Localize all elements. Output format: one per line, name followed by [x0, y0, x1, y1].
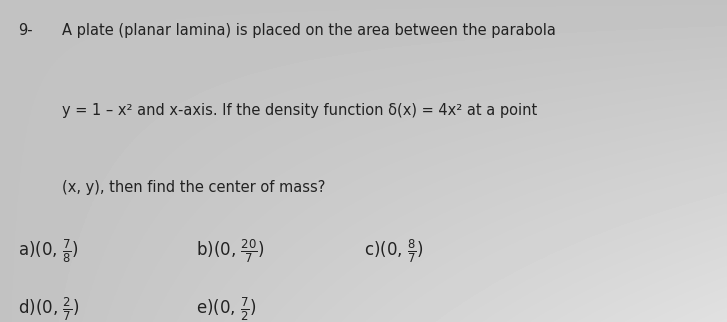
Text: y = 1 – x² and x-axis. If the density function δ(x) = 4x² at a point: y = 1 – x² and x-axis. If the density fu…: [62, 103, 537, 118]
Text: d)(0, $\frac{2}{7}$): d)(0, $\frac{2}{7}$): [18, 295, 79, 322]
Text: c)(0, $\frac{8}{7}$): c)(0, $\frac{8}{7}$): [364, 237, 423, 265]
Text: b)(0, $\frac{20}{7}$): b)(0, $\frac{20}{7}$): [196, 237, 265, 265]
Text: 9-: 9-: [18, 23, 33, 38]
Text: a)(0, $\frac{7}{8}$): a)(0, $\frac{7}{8}$): [18, 237, 79, 265]
Text: (x, y), then find the center of mass?: (x, y), then find the center of mass?: [62, 180, 325, 195]
Text: e)(0, $\frac{7}{2}$): e)(0, $\frac{7}{2}$): [196, 295, 257, 322]
Text: A plate (planar lamina) is placed on the area between the parabola: A plate (planar lamina) is placed on the…: [62, 23, 555, 38]
